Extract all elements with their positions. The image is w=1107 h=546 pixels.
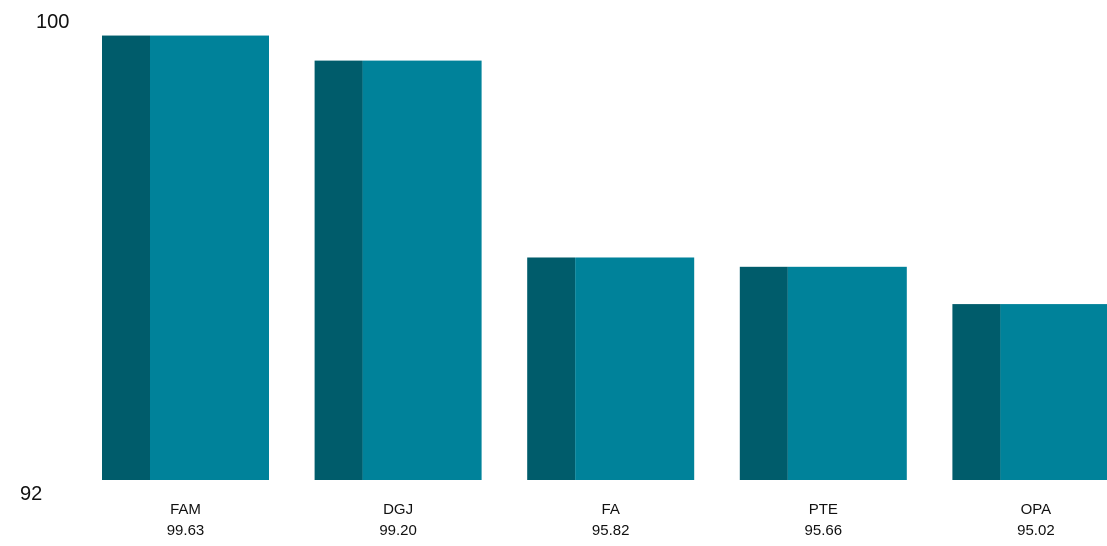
x-axis-labels: FAM 99.63 DGJ 99.20 FA 95.82 PTE 95.66 OPA 95.02: [167, 501, 1055, 539]
bar-front: [575, 257, 695, 480]
y-tick-label-max: 100: [36, 11, 69, 33]
bar-side: [314, 60, 363, 480]
bar-front: [150, 35, 269, 481]
bar-front: [362, 60, 482, 480]
bars-group: [102, 35, 1107, 481]
bar-side: [739, 266, 788, 480]
bar-side: [527, 257, 576, 480]
x-tick-label: OPA: [1021, 501, 1052, 518]
value-label: 95.82: [592, 522, 630, 539]
bar-dgj: [314, 60, 482, 480]
value-label: 99.20: [379, 522, 417, 539]
x-tick-label: FA: [602, 501, 620, 518]
bar-front: [787, 266, 907, 480]
bar-fa: [527, 257, 695, 480]
value-label: 95.66: [805, 522, 843, 539]
value-label: 99.63: [167, 522, 205, 539]
x-tick-label: DGJ: [383, 501, 413, 518]
bar-pte: [739, 266, 907, 480]
bar-side: [952, 304, 1001, 480]
x-tick-label: FAM: [170, 501, 201, 518]
bar-side: [102, 35, 150, 481]
bar-opa: [952, 304, 1107, 480]
value-label: 95.02: [1017, 522, 1055, 539]
y-axis: 100 92: [20, 11, 69, 505]
bar-fam: [102, 35, 269, 481]
y-tick-label-min: 92: [20, 483, 42, 505]
bar-front: [1000, 304, 1107, 480]
x-tick-label: PTE: [809, 501, 838, 518]
